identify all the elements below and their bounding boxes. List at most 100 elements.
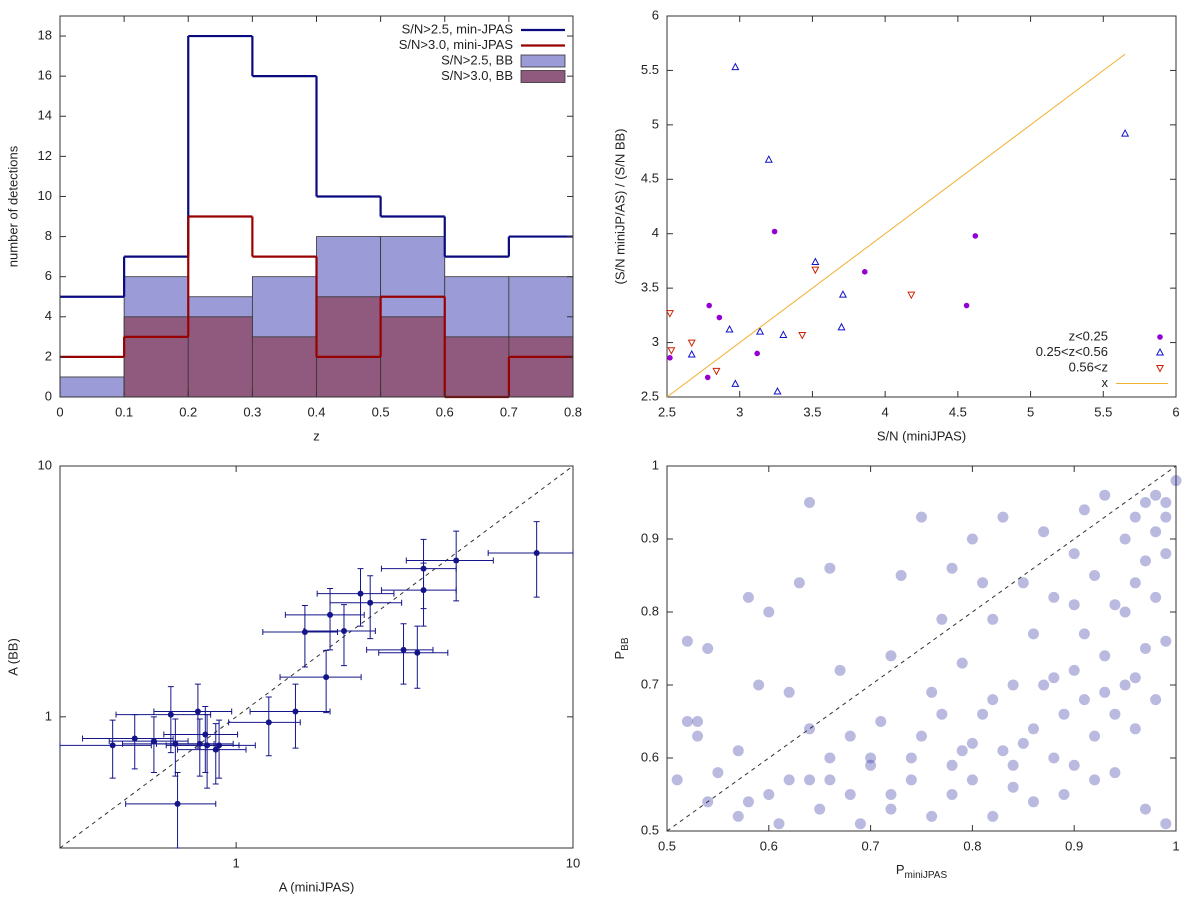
x-tick-label: 3.5	[803, 404, 821, 419]
x-tick-label: 0.2	[179, 404, 197, 419]
point	[1038, 526, 1050, 538]
panel: 2.5 3 3.5 4 4.5 5 5.5 62.533.544.555.56z<0.250.…	[641, 7, 1180, 419]
x-error-bar	[249, 708, 331, 715]
y-tick-label: 0.7	[641, 676, 659, 691]
point	[1160, 511, 1172, 523]
point	[936, 613, 948, 625]
point	[687, 339, 696, 348]
point	[167, 711, 174, 718]
point	[1119, 606, 1131, 618]
point	[1160, 635, 1172, 647]
point	[1160, 497, 1172, 508]
point	[905, 774, 917, 786]
point	[692, 730, 704, 742]
point	[756, 327, 765, 335]
point	[804, 497, 816, 508]
point	[1089, 774, 1101, 786]
y-error-bar	[174, 771, 181, 849]
point	[1129, 577, 1141, 589]
y-error-bar	[172, 718, 179, 777]
x-tick-label: 0.5	[658, 838, 676, 853]
point	[753, 679, 765, 691]
point	[706, 302, 712, 309]
point	[987, 613, 999, 625]
point	[131, 735, 138, 742]
point	[987, 810, 999, 822]
y-error-bar	[327, 587, 334, 651]
legend-label: S/N>3.0, mini-JPAS	[399, 37, 514, 52]
point	[665, 310, 674, 318]
point	[946, 789, 958, 800]
point	[681, 635, 693, 647]
x-tick-label: 0.3	[243, 404, 261, 419]
label-sub: miniJPAS	[905, 870, 948, 881]
point	[997, 511, 1009, 523]
point	[1160, 818, 1172, 830]
panel: 0.5 0.6 0.7 0.8 0.9 1 0.5 0.6 0.7 0.8 0.9 1	[641, 457, 1182, 853]
histogram-bar	[444, 336, 510, 398]
y-tick-label: 0	[45, 388, 52, 403]
point	[1078, 628, 1090, 640]
point	[764, 155, 773, 163]
y-error-bar	[216, 719, 223, 779]
point	[323, 674, 330, 681]
point	[1078, 504, 1090, 516]
y-tick-label: 0.6	[641, 749, 659, 764]
legend-label: S/N>3.0, BB	[441, 68, 513, 83]
point	[712, 367, 721, 376]
point	[1007, 679, 1019, 691]
x-error-bar	[122, 740, 215, 747]
x-tick-label: 0	[56, 404, 63, 419]
point	[885, 789, 897, 800]
y-tick-label: 10	[38, 188, 52, 203]
x-tick-label: 2.5	[658, 404, 676, 419]
point	[1129, 511, 1141, 523]
point	[1089, 730, 1101, 742]
histogram-bar	[380, 316, 446, 398]
x-error-bar	[316, 590, 395, 597]
point	[926, 810, 938, 822]
y-error-bar	[340, 604, 347, 667]
y-error-bar	[109, 719, 116, 779]
x-error-bar	[380, 565, 457, 572]
point	[1160, 548, 1172, 560]
point	[174, 800, 181, 807]
point	[671, 774, 683, 786]
point	[1139, 497, 1151, 508]
x-error-bar	[329, 599, 403, 606]
point	[824, 752, 836, 764]
point	[1139, 555, 1151, 567]
y-tick-label: 0.9	[641, 530, 659, 545]
x-axis-label: z	[313, 428, 320, 443]
x-tick-label: 5.5	[1094, 404, 1112, 419]
point	[265, 719, 272, 726]
histogram-bar	[508, 336, 574, 398]
x-tick-label: 0.8	[564, 404, 582, 419]
point	[1099, 650, 1111, 662]
point	[725, 324, 734, 333]
point	[885, 803, 897, 815]
y-error-bar	[420, 562, 427, 627]
point	[667, 347, 676, 355]
x-tick-label: 4.5	[949, 404, 967, 419]
y-tick-label: 14	[38, 108, 52, 123]
point	[1150, 694, 1162, 706]
y-tick-label: 6	[652, 7, 659, 22]
point	[838, 290, 848, 298]
point	[798, 331, 807, 340]
point	[907, 291, 916, 300]
point	[1170, 475, 1182, 487]
point	[1150, 489, 1162, 501]
point	[687, 349, 696, 358]
point	[875, 716, 887, 727]
point	[1068, 664, 1080, 676]
point	[773, 386, 782, 395]
point	[987, 694, 999, 706]
point	[997, 745, 1009, 757]
point	[804, 774, 816, 786]
point	[916, 730, 927, 742]
y-axis-label: A (BB)	[5, 638, 20, 676]
x-tick-label: 0.6	[760, 838, 778, 853]
y-error-bar	[323, 649, 330, 714]
